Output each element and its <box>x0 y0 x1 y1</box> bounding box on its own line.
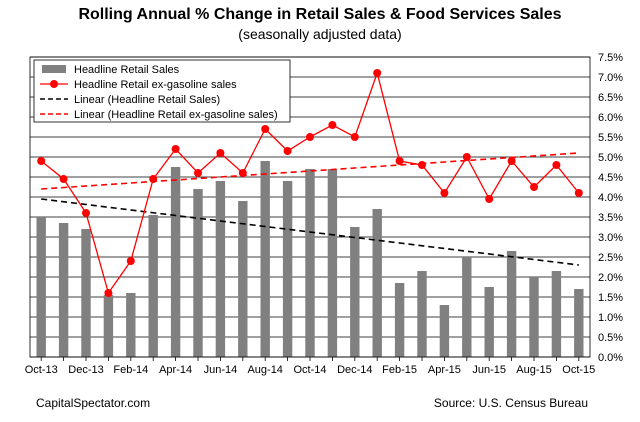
data-point <box>82 209 90 217</box>
data-point <box>283 147 292 155</box>
x-tick-label: Dec-13 <box>68 364 103 376</box>
y-tick-label: 1.0% <box>598 312 623 324</box>
data-point <box>149 175 158 183</box>
bar <box>350 227 360 357</box>
y-tick-label: 3.0% <box>598 232 623 244</box>
x-tick-label: Oct-15 <box>562 364 595 376</box>
chart-title: Rolling Annual % Change in Retail Sales … <box>78 6 562 23</box>
legend-label: Linear (Headline Retail Sales) <box>74 94 220 106</box>
bar-series <box>36 161 584 357</box>
data-point <box>485 195 494 203</box>
legend-swatch-bar <box>42 65 66 73</box>
y-tick-label: 7.5% <box>598 52 623 64</box>
bar <box>506 251 517 357</box>
y-tick-label: 6.0% <box>598 112 623 124</box>
bar <box>439 305 450 357</box>
x-tick-label: Aug-14 <box>247 364 282 376</box>
bar <box>574 289 584 357</box>
data-point <box>328 121 337 129</box>
bar <box>529 277 539 357</box>
x-tick-label: Jun-14 <box>204 364 238 376</box>
data-point <box>462 153 471 161</box>
bar <box>81 229 91 357</box>
data-point <box>216 149 225 157</box>
data-point <box>306 133 314 141</box>
y-tick-label: 0.0% <box>598 352 623 364</box>
x-tick-label: Apr-15 <box>428 364 461 376</box>
data-point <box>507 157 516 165</box>
x-tick-label: Apr-14 <box>159 364 192 376</box>
legend-label: Headline Retail ex-gasoline sales <box>74 79 237 91</box>
ex-gasoline-series <box>37 69 583 297</box>
data-point <box>238 169 247 177</box>
legend-label: Linear (Headline Retail ex-gasoline sale… <box>74 109 278 121</box>
axes: 0.0% 0.5% 1.0% 1.5% 2.0% 2.5% 3.0% 3.5% 4.0% 4.5%… <box>25 52 624 376</box>
x-tick-label: Oct-14 <box>293 364 326 376</box>
x-tick-label: Feb-15 <box>382 364 417 376</box>
bar <box>417 271 427 357</box>
legend-box <box>33 59 291 123</box>
bar <box>327 169 338 357</box>
x-tick-label: Aug-15 <box>516 364 551 376</box>
y-tick-label: 3.5% <box>598 212 623 224</box>
y-tick-label: 1.5% <box>598 292 623 304</box>
y-tick-label: 2.0% <box>598 272 623 284</box>
data-point <box>37 157 46 165</box>
bar <box>394 283 405 357</box>
y-tick-label: 5.0% <box>598 152 623 164</box>
x-tick-label: Jun-15 <box>472 364 506 376</box>
data-point <box>530 183 538 191</box>
legend-label: Headline Retail Sales <box>74 64 180 76</box>
data-point <box>59 175 68 183</box>
y-tick-label: 4.5% <box>598 172 623 184</box>
x-tick-label: Feb-14 <box>113 364 148 376</box>
data-point <box>171 145 180 153</box>
bar <box>103 295 114 357</box>
legend: Headline Retail Sales Headline Retail ex-… <box>33 59 291 123</box>
bar <box>36 217 46 357</box>
data-point <box>350 133 359 141</box>
data-point <box>194 169 202 177</box>
bar <box>260 161 270 357</box>
y-tick-label: 7.0% <box>598 72 623 84</box>
bar <box>551 271 562 357</box>
bar <box>126 293 136 357</box>
trend-lines <box>41 152 579 266</box>
chart-subtitle: (seasonally adjusted data) <box>238 26 402 42</box>
y-tick-label: 5.5% <box>598 132 623 144</box>
y-tick-label: 2.5% <box>598 252 623 264</box>
data-point <box>552 161 561 169</box>
data-point <box>440 189 449 197</box>
bar <box>148 215 158 357</box>
bar <box>484 287 494 357</box>
x-tick-label: Oct-13 <box>25 364 58 376</box>
bar <box>193 189 203 357</box>
bar <box>170 167 181 357</box>
bar <box>372 209 382 357</box>
data-point <box>126 257 135 265</box>
bar <box>58 223 69 357</box>
bar <box>282 181 293 357</box>
data-point <box>104 289 113 297</box>
y-tick-label: 4.0% <box>598 192 623 204</box>
bar <box>462 257 472 357</box>
legend-swatch-marker <box>50 80 58 88</box>
footer-source-credit: Source: U.S. Census Bureau <box>433 396 588 410</box>
footer-source-site: CapitalSpectator.com <box>36 396 151 410</box>
bar <box>238 201 248 357</box>
data-point <box>574 189 583 197</box>
data-point <box>261 125 270 133</box>
y-tick-label: 0.5% <box>598 332 623 344</box>
data-point <box>373 69 382 77</box>
x-tick-label: Dec-14 <box>337 364 372 376</box>
bar <box>305 169 315 357</box>
y-tick-label: 6.5% <box>598 92 623 104</box>
trend-line <box>41 198 579 266</box>
bar <box>215 181 226 357</box>
data-point <box>395 157 404 165</box>
data-point <box>418 161 426 169</box>
